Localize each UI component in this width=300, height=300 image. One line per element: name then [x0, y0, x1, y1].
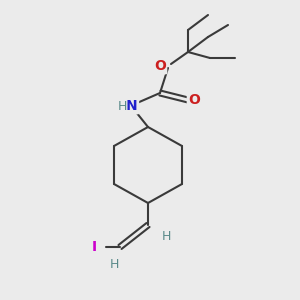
Text: O: O: [188, 93, 200, 107]
Text: O: O: [154, 59, 166, 73]
Text: N: N: [126, 99, 138, 113]
Text: I: I: [92, 240, 97, 254]
Text: H: H: [117, 100, 127, 112]
Text: H: H: [161, 230, 171, 244]
Text: H: H: [109, 259, 119, 272]
